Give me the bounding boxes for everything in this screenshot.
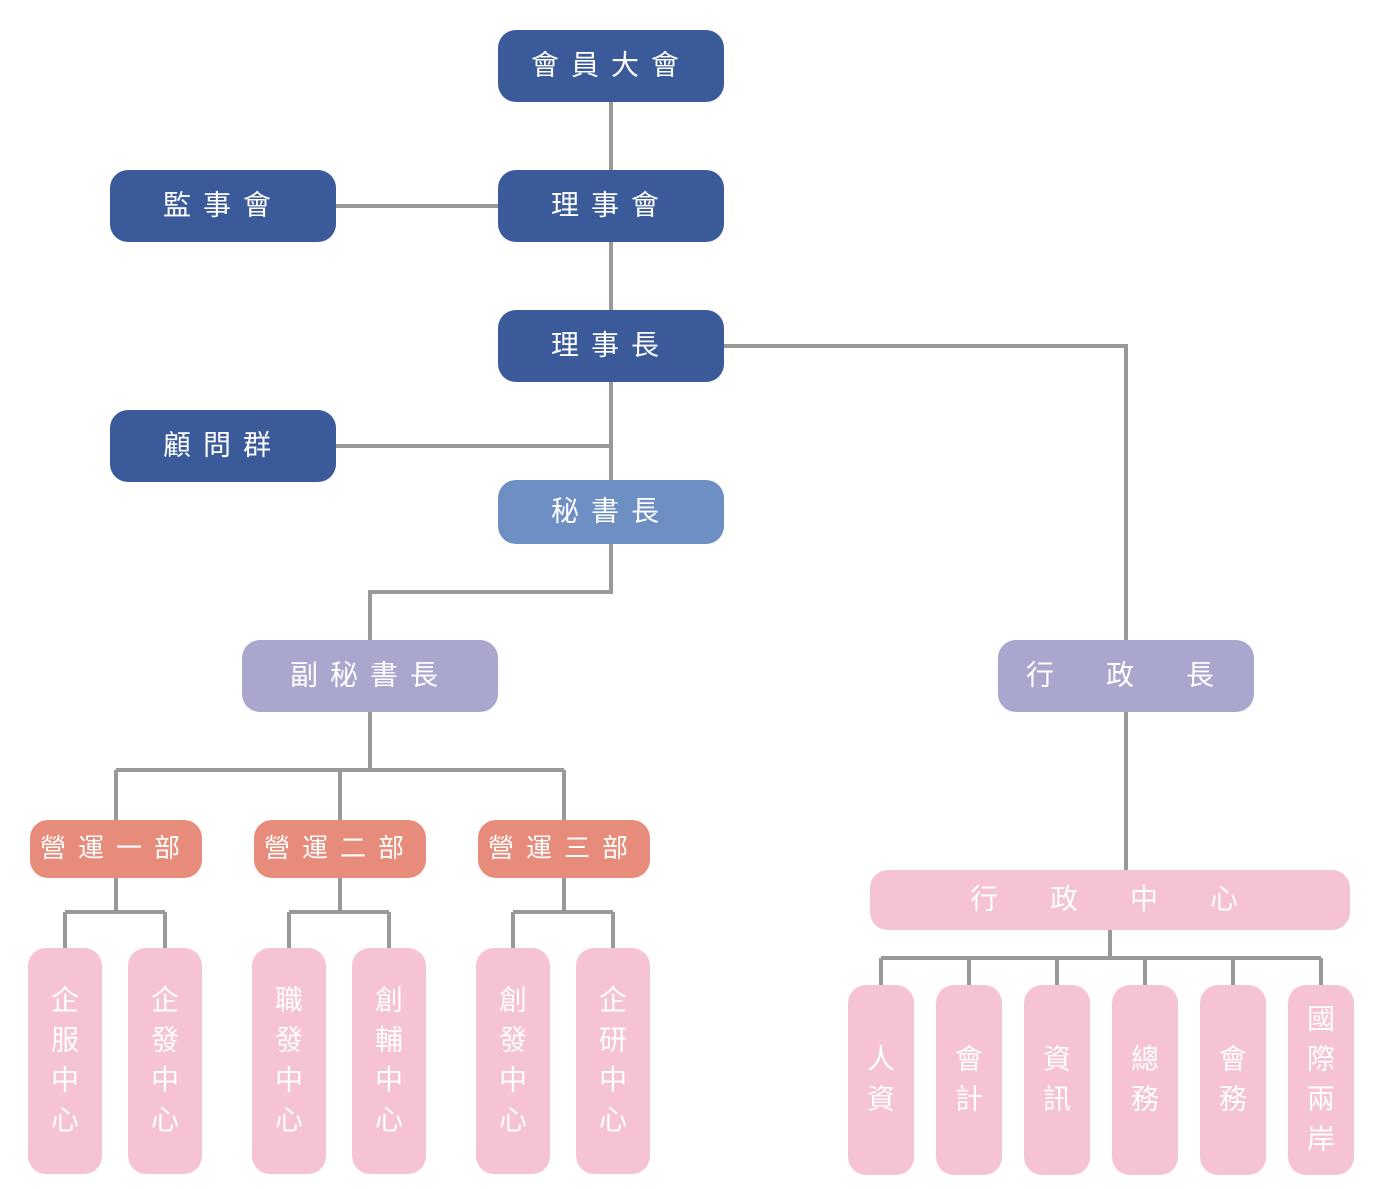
node-label-char: 中 xyxy=(499,1064,527,1095)
node-label-char: 創 xyxy=(499,984,527,1015)
node-label-char: 中 xyxy=(151,1064,179,1095)
node-advisors: 顧問群 xyxy=(110,410,336,482)
node-chairman: 理事長 xyxy=(498,310,724,382)
node-label-char: 務 xyxy=(1219,1083,1247,1114)
node-label: 營運三部 xyxy=(488,833,640,863)
node-label-char: 兩 xyxy=(1307,1083,1335,1114)
node-label-char: 計 xyxy=(955,1083,983,1114)
node-label: 行 政 長 xyxy=(1026,659,1226,690)
node-label: 理事會 xyxy=(551,189,671,220)
node-label-char: 企 xyxy=(151,984,179,1015)
node-label: 行 政 中 心 xyxy=(970,883,1250,914)
node-label-char: 企 xyxy=(599,984,627,1015)
node-label-char: 心 xyxy=(51,1104,79,1135)
node-op1: 營運一部 xyxy=(30,820,202,878)
node-a2: 會計 xyxy=(936,985,1002,1175)
node-label-char: 際 xyxy=(1307,1043,1335,1074)
node-admindir: 行 政 長 xyxy=(998,640,1254,712)
node-a1: 人資 xyxy=(848,985,914,1175)
node-label-char: 服 xyxy=(51,1024,79,1055)
node-label: 營運二部 xyxy=(264,833,416,863)
node-label-char: 心 xyxy=(499,1104,527,1135)
node-label: 會員大會 xyxy=(531,49,691,80)
node-c4: 創輔中心 xyxy=(352,948,426,1174)
node-label-char: 訊 xyxy=(1043,1083,1071,1114)
node-label-char: 研 xyxy=(599,1024,627,1055)
node-label-char: 總 xyxy=(1131,1043,1159,1074)
node-a6: 國際兩岸 xyxy=(1288,985,1354,1175)
node-label-char: 心 xyxy=(375,1104,403,1135)
node-label: 營運一部 xyxy=(40,833,192,863)
node-label-char: 中 xyxy=(51,1064,79,1095)
node-label: 監事會 xyxy=(163,189,283,220)
node-label-char: 發 xyxy=(499,1024,527,1055)
node-label: 秘書長 xyxy=(551,495,671,526)
node-label: 顧問群 xyxy=(163,429,283,460)
node-label-char: 岸 xyxy=(1307,1123,1335,1154)
node-label-char: 輔 xyxy=(375,1024,403,1055)
node-op2: 營運二部 xyxy=(254,820,426,878)
node-c2: 企發中心 xyxy=(128,948,202,1174)
node-label-char: 心 xyxy=(151,1104,179,1135)
node-label-char: 中 xyxy=(375,1064,403,1095)
node-c3: 職發中心 xyxy=(252,948,326,1174)
node-board: 理事會 xyxy=(498,170,724,242)
node-label-char: 發 xyxy=(151,1024,179,1055)
node-c5: 創發中心 xyxy=(476,948,550,1174)
node-label-char: 國 xyxy=(1307,1003,1335,1034)
node-c1: 企服中心 xyxy=(28,948,102,1174)
node-label-char: 人 xyxy=(867,1043,895,1074)
node-label-char: 創 xyxy=(375,984,403,1015)
node-secgen: 秘書長 xyxy=(498,480,724,544)
node-c6: 企研中心 xyxy=(576,948,650,1174)
node-label-char: 資 xyxy=(1043,1043,1071,1074)
node-admincenter: 行 政 中 心 xyxy=(870,870,1350,930)
node-label-char: 心 xyxy=(275,1104,303,1135)
node-label-char: 務 xyxy=(1131,1083,1159,1114)
node-label-char: 心 xyxy=(599,1104,627,1135)
node-label-char: 發 xyxy=(275,1024,303,1055)
node-label-char: 企 xyxy=(51,984,79,1015)
node-assembly: 會員大會 xyxy=(498,30,724,102)
node-label-char: 職 xyxy=(275,984,303,1015)
node-supervisors: 監事會 xyxy=(110,170,336,242)
node-a3: 資訊 xyxy=(1024,985,1090,1175)
node-op3: 營運三部 xyxy=(478,820,650,878)
node-label-char: 中 xyxy=(275,1064,303,1095)
org-chart: 會員大會監事會 理事會理事長顧問群秘書長副秘書長 行 政 長營運一部 營運二部 營運三部… xyxy=(0,0,1400,1189)
node-label-char: 會 xyxy=(955,1043,983,1074)
node-a4: 總務 xyxy=(1112,985,1178,1175)
node-label-char: 中 xyxy=(599,1064,627,1095)
node-label: 理事長 xyxy=(551,329,671,360)
node-a5: 會務 xyxy=(1200,985,1266,1175)
node-deputy: 副秘書長 xyxy=(242,640,498,712)
node-label-char: 會 xyxy=(1219,1043,1247,1074)
node-label-char: 資 xyxy=(867,1083,895,1114)
node-label: 副秘書長 xyxy=(290,659,450,690)
